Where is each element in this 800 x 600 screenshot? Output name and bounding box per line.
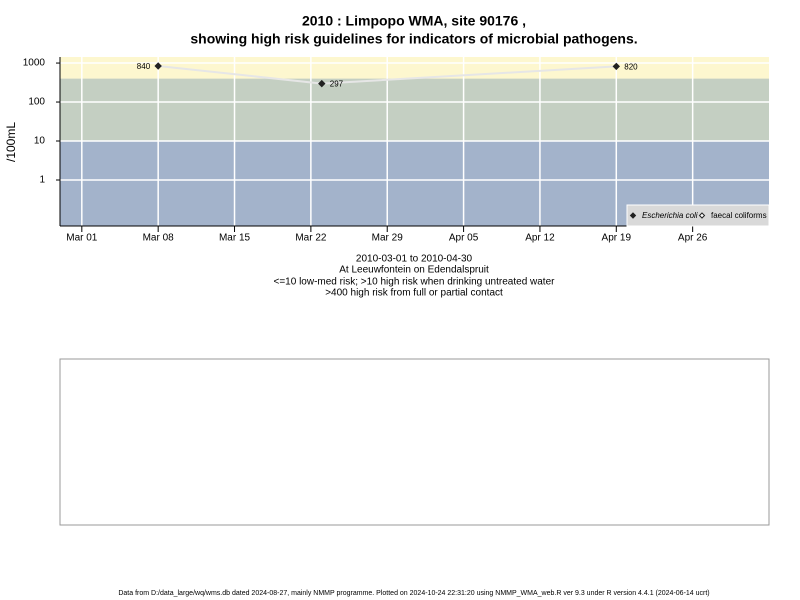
- x-tick-label: Apr 05: [449, 233, 479, 244]
- x-tick-label: Mar 01: [66, 233, 98, 244]
- y-tick-label: 1: [39, 175, 45, 186]
- caption: <=10 low-med risk; >10 high risk when dr…: [274, 277, 556, 288]
- x-tick-label: Mar 15: [219, 233, 251, 244]
- data-point: [612, 62, 620, 71]
- empty-panel: [59, 358, 770, 526]
- risk-band: [60, 78, 769, 142]
- data-label: 840: [137, 62, 151, 71]
- x-tick-label: Apr 19: [602, 233, 632, 244]
- legend-label: Escherichia coli: [642, 211, 698, 220]
- chart-subtitle: showing high risk guidelines for indicat…: [190, 31, 637, 47]
- x-tick-label: Apr 26: [678, 233, 708, 244]
- data-label: 297: [330, 80, 344, 89]
- x-tick-label: Mar 08: [143, 233, 175, 244]
- y-tick-label: 1000: [23, 58, 46, 69]
- legend: Escherichia coli faecal coliforms: [626, 204, 770, 227]
- chart-title: 2010 : Limpopo WMA, site 90176 ,: [302, 13, 526, 29]
- data-label: 820: [624, 63, 638, 72]
- data-point: [154, 62, 162, 70]
- footer: Data from D:/data_large/wq/wms.db dated …: [118, 590, 709, 597]
- legend-marker: [698, 212, 706, 219]
- legend-box: [626, 204, 770, 227]
- y-tick-label: 100: [28, 97, 45, 108]
- caption: At Leeuwfontein on Edendalspruit: [339, 265, 489, 276]
- x-tick-label: Apr 12: [525, 233, 555, 244]
- caption: 2010-03-01 to 2010-04-30: [356, 254, 473, 265]
- y-tick-label: 10: [34, 136, 46, 147]
- data-point: [318, 79, 326, 88]
- legend-label: faecal coliforms: [711, 211, 767, 220]
- legend-marker: [629, 212, 637, 219]
- y-axis-label: /100mL: [4, 122, 18, 162]
- plot-area: 1 10 100 1000 Mar 01 Mar 08 Mar 15 Mar 22 Mar 29…: [23, 57, 770, 244]
- x-tick-label: Mar 22: [295, 233, 327, 244]
- caption: >400 high risk from full or partial cont…: [325, 288, 503, 299]
- x-tick-label: Mar 29: [372, 233, 404, 244]
